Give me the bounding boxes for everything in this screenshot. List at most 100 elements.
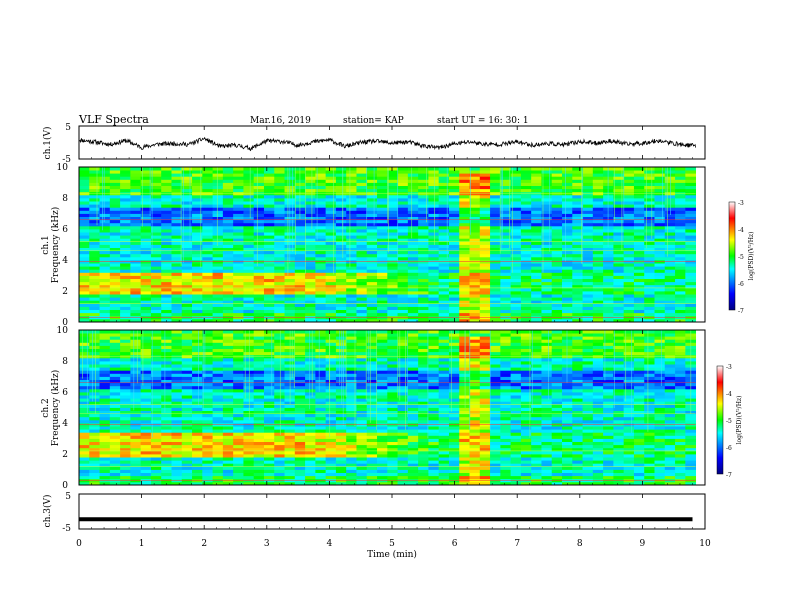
spec1-cell	[448, 275, 460, 279]
spec2-cell	[233, 407, 244, 411]
spec2-cell	[79, 348, 90, 353]
spec2-cell	[243, 450, 255, 455]
spec2-cell	[263, 460, 275, 464]
spec2-cell	[253, 382, 265, 387]
spec1-cell	[418, 185, 429, 190]
spec1-cell	[161, 306, 172, 310]
spec2-cell	[387, 407, 398, 411]
spec2-cell	[243, 441, 255, 446]
spec2-cell	[397, 460, 409, 464]
spec1-cell	[192, 216, 203, 221]
spec1-cell	[89, 291, 100, 295]
spec2-cell	[79, 441, 90, 446]
spec1-cell	[89, 244, 100, 248]
spec2-cell	[397, 475, 409, 480]
spec1-cell	[150, 309, 162, 314]
spec2-cell	[356, 419, 368, 424]
spec2-cell	[202, 348, 213, 353]
spec2-cell	[79, 376, 90, 380]
spec1-cell	[305, 244, 316, 248]
spec1-cell	[387, 185, 398, 190]
spec1-cell	[140, 253, 152, 258]
spec2-cell	[387, 364, 398, 368]
spec2-cell	[79, 367, 90, 371]
spec1-cell	[377, 216, 388, 221]
spec1-cell	[592, 185, 604, 190]
spec1-cell	[356, 179, 368, 183]
spec1-cell	[387, 256, 398, 261]
spec1-cell	[192, 269, 203, 273]
spec2-cell	[366, 466, 378, 470]
spec1-cell	[89, 179, 100, 183]
spec2-cell	[212, 466, 224, 470]
spec2-cell	[335, 469, 347, 473]
spec1-cell	[202, 232, 213, 236]
spec2-cell	[263, 398, 275, 402]
spec1-cell	[315, 216, 327, 221]
spec1-cell	[325, 225, 337, 230]
spec2-cell	[274, 410, 285, 415]
spec1-cell	[212, 204, 224, 208]
spec2-cell	[418, 457, 429, 461]
spec2-cell	[356, 404, 368, 408]
spec1-cell	[130, 232, 142, 236]
spec1-cell	[592, 300, 604, 304]
spec2-cell	[274, 379, 285, 384]
spec2-cell	[346, 336, 357, 340]
spec2-cell	[263, 466, 275, 470]
spec2-cell	[407, 438, 419, 442]
spec1-cell	[150, 225, 162, 230]
spec2-cell	[243, 361, 255, 365]
spec1-cell	[253, 179, 265, 183]
spec2-cell	[140, 454, 152, 458]
spec1-cell	[140, 176, 152, 180]
spec2-cell	[346, 419, 357, 424]
spec1-cell	[79, 176, 90, 180]
spec1-cell	[572, 198, 583, 202]
spec1-cell	[263, 182, 275, 186]
spec1-cell	[233, 176, 244, 180]
spec2-cell	[407, 429, 419, 433]
spec1-cell	[510, 210, 522, 214]
spec1-cell	[202, 287, 213, 292]
spec2-cell	[79, 447, 90, 452]
spec1-cell	[685, 244, 697, 248]
spec2-cell	[192, 432, 203, 436]
spec2-cell	[397, 481, 409, 486]
spec2-cell	[150, 401, 162, 405]
spec2-cell	[99, 330, 111, 334]
spec2-cell	[315, 342, 327, 346]
spec1-cell	[109, 318, 121, 323]
spec1-cell	[315, 256, 327, 261]
spec2-cell	[202, 345, 213, 349]
spec1-cell	[520, 291, 532, 295]
spec2-cell	[305, 376, 316, 380]
spec2-cell	[305, 351, 316, 356]
spec1-cell	[253, 176, 265, 180]
spec2-cell	[222, 429, 234, 433]
spec2-cell	[325, 395, 337, 399]
spec2-cell	[161, 348, 172, 353]
spec1-cell	[407, 182, 419, 186]
spec1-cell	[377, 294, 388, 298]
spec1-cell	[582, 170, 594, 174]
spec1-cell	[253, 266, 265, 270]
spec2-cell	[284, 460, 296, 464]
spec1-cell	[448, 210, 460, 214]
spec2-cell	[253, 407, 265, 411]
spec1-cell	[469, 256, 481, 261]
spec1-cell	[572, 269, 583, 273]
spec1-cell	[633, 216, 645, 221]
spec2-cell	[120, 404, 131, 408]
spec1-cell	[377, 266, 388, 270]
spec2-cell	[161, 419, 172, 424]
spec1-cell	[89, 219, 100, 224]
spec1-cell	[387, 207, 398, 211]
spec1-cell	[562, 213, 573, 217]
spec2-cell	[202, 463, 213, 467]
spec1-cell	[397, 250, 409, 255]
spec2-cell	[89, 426, 100, 430]
spec1-cell	[377, 253, 388, 258]
spec2-cell	[253, 348, 265, 353]
spec2-cell	[346, 401, 357, 405]
